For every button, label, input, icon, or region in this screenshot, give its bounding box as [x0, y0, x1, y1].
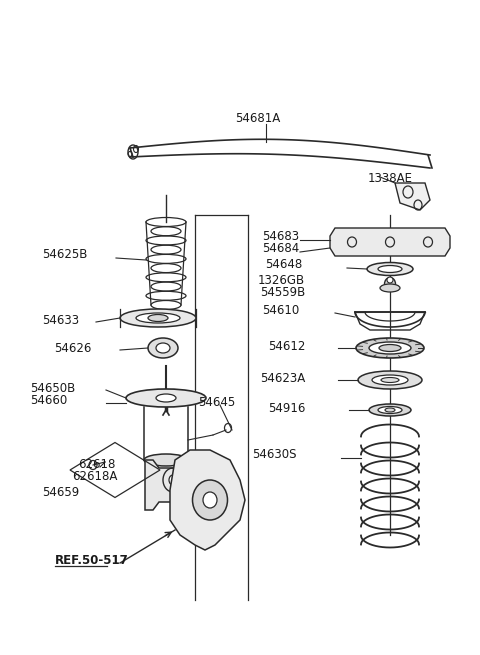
Ellipse shape — [156, 394, 176, 402]
Ellipse shape — [384, 278, 396, 291]
Text: 1338AE: 1338AE — [368, 172, 413, 185]
Ellipse shape — [358, 371, 422, 389]
Ellipse shape — [148, 314, 168, 322]
Text: 54681A: 54681A — [235, 111, 280, 124]
Ellipse shape — [380, 284, 400, 292]
Text: 54916: 54916 — [268, 402, 305, 415]
Ellipse shape — [144, 454, 188, 466]
Polygon shape — [145, 460, 201, 510]
Ellipse shape — [369, 342, 411, 354]
Ellipse shape — [385, 408, 395, 412]
Text: 54559B: 54559B — [260, 286, 305, 299]
Text: 54626: 54626 — [54, 341, 91, 354]
Polygon shape — [330, 228, 450, 256]
Ellipse shape — [148, 338, 178, 358]
Text: 54645: 54645 — [198, 396, 235, 409]
Polygon shape — [395, 183, 430, 210]
Polygon shape — [170, 450, 245, 550]
Ellipse shape — [381, 377, 399, 383]
Ellipse shape — [367, 263, 413, 276]
Ellipse shape — [378, 265, 402, 272]
Ellipse shape — [372, 375, 408, 385]
Text: 54684: 54684 — [262, 242, 299, 255]
Text: 54633: 54633 — [42, 314, 79, 326]
Ellipse shape — [192, 480, 228, 520]
Text: 54648: 54648 — [265, 259, 302, 272]
Text: 54610: 54610 — [262, 303, 299, 316]
Text: 54630S: 54630S — [252, 449, 297, 462]
Text: 54659: 54659 — [42, 485, 79, 498]
Text: 54660: 54660 — [30, 394, 67, 407]
Ellipse shape — [387, 277, 393, 283]
Ellipse shape — [156, 343, 170, 353]
Ellipse shape — [378, 407, 402, 413]
Ellipse shape — [379, 345, 401, 352]
Text: 54623A: 54623A — [260, 371, 305, 384]
Ellipse shape — [356, 338, 424, 358]
Text: 62618: 62618 — [78, 457, 115, 470]
Ellipse shape — [203, 492, 217, 508]
Text: 54683: 54683 — [262, 229, 299, 242]
Ellipse shape — [169, 475, 177, 485]
Text: 62618A: 62618A — [72, 470, 118, 483]
Text: REF.50-517: REF.50-517 — [55, 553, 129, 567]
Text: 54612: 54612 — [268, 339, 305, 352]
Ellipse shape — [369, 404, 411, 416]
Ellipse shape — [136, 313, 180, 323]
Ellipse shape — [126, 389, 206, 407]
Text: 54650B: 54650B — [30, 381, 75, 394]
Text: 54625B: 54625B — [42, 248, 87, 261]
Text: 1326GB: 1326GB — [258, 274, 305, 286]
Ellipse shape — [120, 309, 196, 327]
